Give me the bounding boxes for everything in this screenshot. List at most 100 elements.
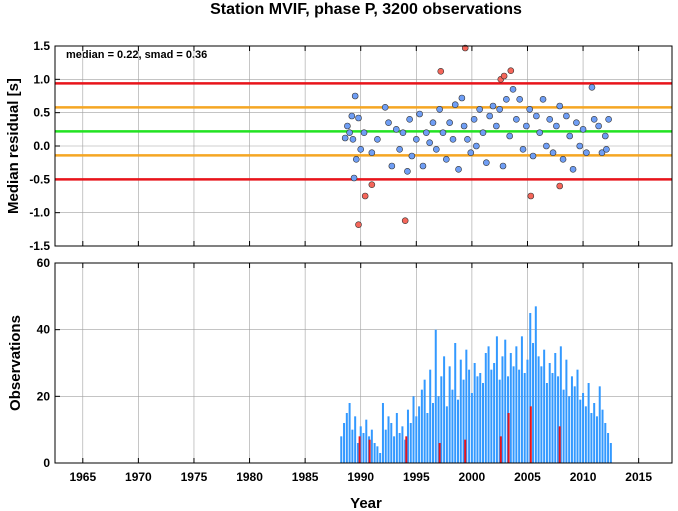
- bar: [348, 403, 351, 463]
- point: [374, 136, 381, 143]
- bar: [512, 366, 515, 463]
- bar: [534, 306, 537, 463]
- point: [443, 156, 450, 163]
- bar: [515, 346, 518, 463]
- point: [392, 126, 400, 133]
- bar: [343, 423, 346, 463]
- x-tick-label: 1995: [403, 470, 430, 484]
- y-tick-label: -1.5: [29, 239, 50, 253]
- bar: [523, 373, 526, 463]
- point: [467, 149, 475, 156]
- point: [601, 132, 609, 140]
- bar: [573, 386, 576, 463]
- bar: [359, 426, 362, 463]
- point: [556, 102, 564, 110]
- chart-title: Station MVIF, phase P, 3200 observations: [210, 1, 522, 18]
- point: [516, 96, 523, 103]
- bar: [509, 353, 512, 463]
- bar: [482, 383, 485, 463]
- point: [357, 146, 365, 153]
- point: [579, 126, 587, 133]
- point: [483, 159, 490, 166]
- bar: [601, 409, 604, 463]
- bar: [537, 356, 540, 463]
- bar: [448, 366, 451, 463]
- bar: [384, 429, 387, 463]
- bar: [473, 363, 476, 463]
- bar: [487, 346, 490, 463]
- bar: [454, 343, 457, 463]
- y-tick-label: -0.5: [29, 172, 50, 186]
- point: [473, 142, 480, 150]
- point: [396, 146, 403, 153]
- point: [556, 182, 564, 190]
- point: [464, 136, 471, 143]
- y-axis-label: Observations: [7, 315, 24, 411]
- x-tick-label: 2015: [625, 470, 652, 484]
- bar: [354, 416, 357, 463]
- point: [346, 129, 353, 136]
- bar: [493, 363, 496, 463]
- point: [543, 142, 550, 150]
- point: [486, 112, 493, 120]
- point: [595, 122, 602, 130]
- point: [499, 162, 507, 170]
- bar: [362, 433, 365, 463]
- bar: [405, 436, 408, 463]
- point: [479, 129, 487, 136]
- point: [349, 136, 357, 143]
- point: [603, 146, 610, 153]
- bar: [520, 336, 523, 463]
- bar: [548, 363, 551, 463]
- point: [527, 192, 535, 200]
- bar: [468, 369, 471, 463]
- point: [566, 132, 574, 140]
- point: [500, 72, 508, 80]
- bar: [479, 373, 482, 463]
- bar: [490, 369, 493, 463]
- y-tick-label: 0.0: [33, 139, 50, 153]
- bar: [340, 436, 343, 463]
- bar: [431, 403, 434, 463]
- point: [404, 168, 411, 175]
- bar: [484, 353, 487, 463]
- point: [385, 119, 392, 126]
- point: [351, 92, 359, 100]
- bar: [464, 439, 467, 463]
- x-tick-label: 2005: [514, 470, 541, 484]
- point: [590, 116, 598, 123]
- bar: [590, 413, 593, 463]
- bar: [579, 399, 582, 463]
- bar: [543, 349, 546, 463]
- bar: [476, 376, 479, 463]
- bar: [420, 389, 423, 463]
- point: [433, 146, 440, 153]
- bar: [415, 416, 418, 463]
- bar: [368, 439, 371, 463]
- bar: [570, 376, 573, 463]
- bar: [568, 396, 571, 463]
- point: [559, 156, 567, 163]
- point: [368, 181, 376, 188]
- bar: [540, 366, 543, 463]
- point: [446, 119, 453, 126]
- point: [519, 146, 527, 153]
- bar: [404, 439, 407, 463]
- x-tick-label: 1975: [181, 470, 208, 484]
- bar: [499, 436, 502, 463]
- point: [381, 104, 389, 111]
- y-tick-label: 1.0: [33, 72, 50, 86]
- x-axis-label: Year: [350, 495, 382, 511]
- bar: [557, 376, 560, 463]
- x-tick-label: 1990: [347, 470, 374, 484]
- bar: [604, 423, 607, 463]
- bar: [398, 433, 401, 463]
- y-tick-label: 40: [37, 323, 51, 337]
- bar: [558, 426, 561, 463]
- point: [536, 129, 544, 136]
- point: [437, 68, 445, 75]
- bar: [358, 436, 361, 463]
- bar: [451, 389, 454, 463]
- point: [413, 136, 420, 143]
